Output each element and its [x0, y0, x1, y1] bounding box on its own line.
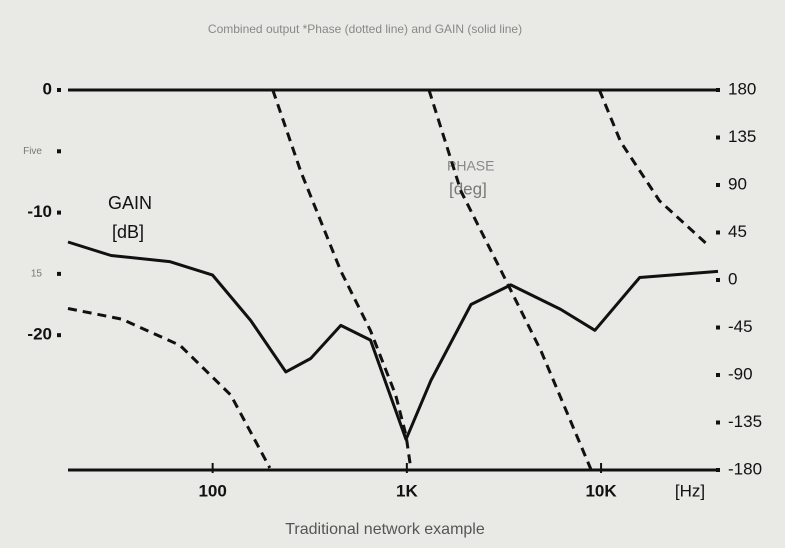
y-tick-label: Five: [23, 146, 42, 157]
x-tick-label: 100: [198, 481, 226, 500]
y2-tick: [716, 135, 720, 140]
y-tick: [57, 149, 61, 154]
y-axis-label: [dB]: [112, 222, 144, 242]
y-tick: [57, 88, 61, 92]
chart-subtitle: Traditional network example: [285, 521, 485, 538]
x-tick-label: 10K: [585, 481, 617, 500]
y2-tick-label: 45: [728, 222, 747, 241]
y2-axis-label: [deg]: [449, 179, 487, 198]
y2-tick: [716, 88, 720, 92]
y2-tick: [716, 420, 720, 425]
y-tick: [57, 210, 61, 215]
phase-line: [67, 89, 707, 471]
x-tick-label: 1K: [396, 481, 418, 500]
y2-tick: [716, 183, 720, 187]
y-tick-label: -10: [27, 202, 52, 221]
y2-tick: [716, 230, 720, 235]
x-axis-label: [Hz]: [675, 481, 705, 500]
y-tick: [57, 271, 61, 276]
y-tick-label: -20: [27, 325, 52, 344]
y2-tick: [716, 468, 720, 472]
y2-tick-label: -135: [728, 412, 762, 431]
y2-tick-label: -90: [728, 364, 753, 383]
y2-tick-label: 0: [728, 269, 737, 288]
chart-title: Combined output *Phase (dotted line) and…: [208, 22, 522, 36]
y-tick-label: 15: [31, 269, 43, 280]
y2-tick: [716, 373, 720, 377]
y2-tick: [716, 325, 720, 330]
y2-tick-label: 180: [728, 79, 756, 98]
y2-tick-label: -180: [728, 459, 762, 478]
y2-axis-label: PHASE: [447, 158, 494, 174]
y2-tick-label: 135: [728, 127, 756, 146]
y-tick: [57, 333, 61, 338]
gain-line: [67, 240, 719, 441]
y-axis-label: GAIN: [108, 193, 152, 213]
y2-tick: [716, 278, 720, 282]
y2-tick-label: 90: [728, 174, 747, 193]
y-tick-label: 0: [43, 79, 52, 98]
y2-tick-label: -45: [728, 317, 753, 336]
